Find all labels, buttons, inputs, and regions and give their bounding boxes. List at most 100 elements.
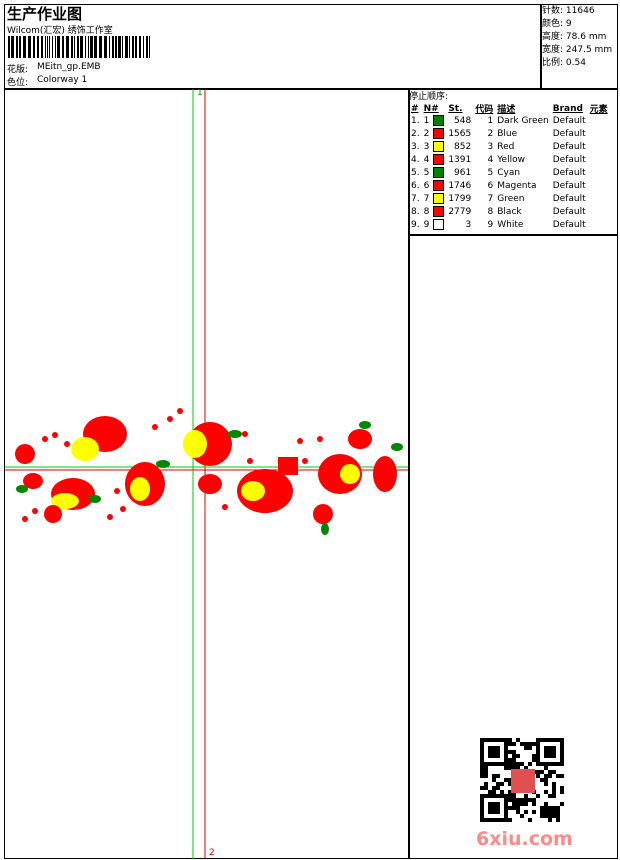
qr-cell (536, 750, 540, 754)
qr-cell (536, 774, 540, 778)
design-label: 花版: (7, 65, 29, 75)
qr-cell (492, 802, 496, 806)
qr-cell (492, 818, 496, 822)
sequence-table: # N# St. 代码 描述 Brand 元素 1. 1 548 1 Dark Green Defaul… (409, 102, 610, 232)
qr-cell (480, 818, 484, 822)
qr-cell (556, 806, 560, 810)
qr-cell (496, 786, 500, 790)
qr-cell (480, 758, 484, 762)
row-number: 3. (411, 142, 420, 152)
title: 生产作业图 (7, 5, 83, 23)
qr-cell (488, 806, 492, 810)
qr-cell (540, 762, 544, 766)
bar (112, 36, 114, 58)
qr-cell (548, 814, 552, 818)
sequence-row: 9. 9 3 9 White Default (409, 219, 610, 232)
bar (139, 36, 141, 58)
design-canvas: 1 2 (5, 89, 408, 859)
qr-cell (552, 806, 556, 810)
bar (47, 36, 48, 58)
guide-label: 2 (209, 848, 215, 858)
qr-cell (484, 738, 488, 742)
company: Wilcom(汇宏) 绣饰工作室 (7, 26, 113, 36)
qr-cell (544, 814, 548, 818)
qr-cell (504, 778, 508, 782)
bar (62, 36, 64, 58)
sequence-row: 8. 8 2779 8 Black Default (409, 206, 610, 219)
stat-label: 针数: (542, 6, 564, 16)
qr-cell (556, 814, 560, 818)
bar (109, 36, 110, 58)
qr-cell (492, 786, 496, 790)
column-header: # (411, 103, 419, 114)
qr-cell (528, 818, 532, 822)
code: 2 (487, 129, 494, 139)
qr-cell (508, 790, 512, 794)
qr-cell (500, 790, 504, 794)
qr-cell (512, 758, 516, 762)
qr-cell (492, 806, 496, 810)
swatch (433, 154, 445, 165)
swatch (433, 128, 445, 139)
qr-cell (548, 754, 552, 758)
qr-cell (528, 742, 532, 746)
stat-row: 针数: 11646 (542, 5, 612, 18)
divider (540, 4, 542, 89)
qr-cell (548, 774, 552, 778)
qr-cell (560, 802, 564, 806)
qr-cell (512, 742, 516, 746)
qr-cell (560, 774, 564, 778)
qr-cell (560, 738, 564, 742)
stop-sequence-title: 停止顺序: (409, 92, 449, 102)
row-number: 1. (411, 116, 420, 126)
qr-cell (512, 750, 516, 754)
qr-cell (552, 762, 556, 766)
qr-cell (548, 810, 552, 814)
qr-cell (544, 782, 548, 786)
qr-cell (488, 762, 492, 766)
needle: 3 (423, 142, 430, 152)
qr-cell (552, 770, 556, 774)
bar (90, 36, 93, 58)
qr-cell (496, 806, 500, 810)
qr-cell (504, 806, 508, 810)
qr-cell (500, 818, 504, 822)
qr-cell (536, 794, 540, 798)
stat-label: 高度: (542, 32, 564, 42)
column-header: Brand (552, 103, 583, 114)
bar (115, 36, 117, 58)
qr-cell (544, 806, 548, 810)
bar (99, 36, 102, 58)
qr-cell (484, 774, 488, 778)
qr-cell (548, 794, 552, 798)
stat-value: 247.5 mm (565, 45, 613, 55)
bar (122, 36, 123, 58)
stat-value: 9 (565, 19, 572, 29)
qr-cell (560, 790, 564, 794)
qr-cell (520, 742, 524, 746)
qr-cell (552, 738, 556, 742)
qr-cell (544, 774, 548, 778)
needle: 9 (423, 220, 430, 230)
bar (77, 36, 79, 58)
qr-cell (516, 738, 520, 742)
code: 7 (487, 194, 494, 204)
qr-cell (504, 766, 508, 770)
qr-cell (552, 790, 556, 794)
description: Black (497, 207, 522, 217)
qr-cell (496, 810, 500, 814)
needle: 6 (423, 181, 430, 191)
qr-cell (508, 794, 512, 798)
qr-cell (488, 746, 492, 750)
qr-cell (488, 754, 492, 758)
bar (94, 36, 97, 58)
bar (135, 36, 137, 58)
qr-cell (536, 738, 540, 742)
row-number: 5. (411, 168, 420, 178)
qr-cell (528, 762, 532, 766)
qr-cell (544, 746, 548, 750)
qr-cell (492, 790, 496, 794)
qr-cell (480, 766, 484, 770)
qr-cell (516, 810, 520, 814)
qr-cell (496, 818, 500, 822)
